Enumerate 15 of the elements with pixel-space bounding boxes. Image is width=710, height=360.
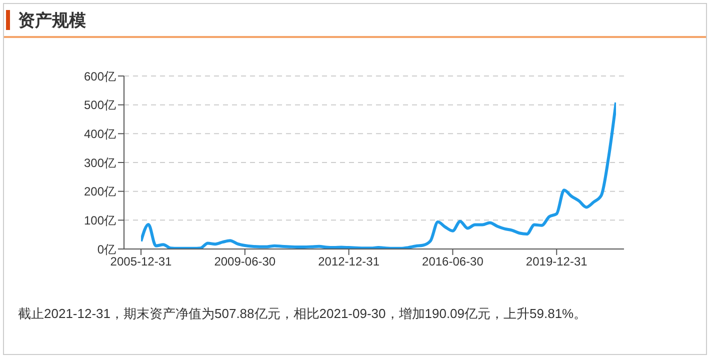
y-tick-label: 600亿 — [84, 69, 116, 84]
line-series — [141, 101, 616, 249]
y-tick-label: 0亿 — [97, 242, 116, 256]
x-tick-label: 2019-12-31 — [526, 254, 588, 269]
y-tick-label: 200亿 — [84, 184, 116, 199]
x-tick-label: 2012-12-31 — [318, 254, 380, 269]
y-tick-label: 100亿 — [84, 213, 116, 228]
y-tick-label: 400亿 — [84, 126, 116, 141]
text: 截止2021-12-31，期末资产净值为507.88亿元，相比2021-09-30，增加190.09亿元，上升59.81%。 — [18, 305, 588, 323]
x-tick-label: 2009-06-30 — [214, 254, 276, 269]
x-tick-label: 2005-12-31 — [110, 254, 172, 269]
x-tick-label: 2016-06-30 — [422, 254, 484, 269]
y-tick-label: 300亿 — [84, 156, 116, 170]
y-tick-label: 500亿 — [84, 98, 116, 112]
chart-title: 资产规模 — [18, 10, 86, 32]
